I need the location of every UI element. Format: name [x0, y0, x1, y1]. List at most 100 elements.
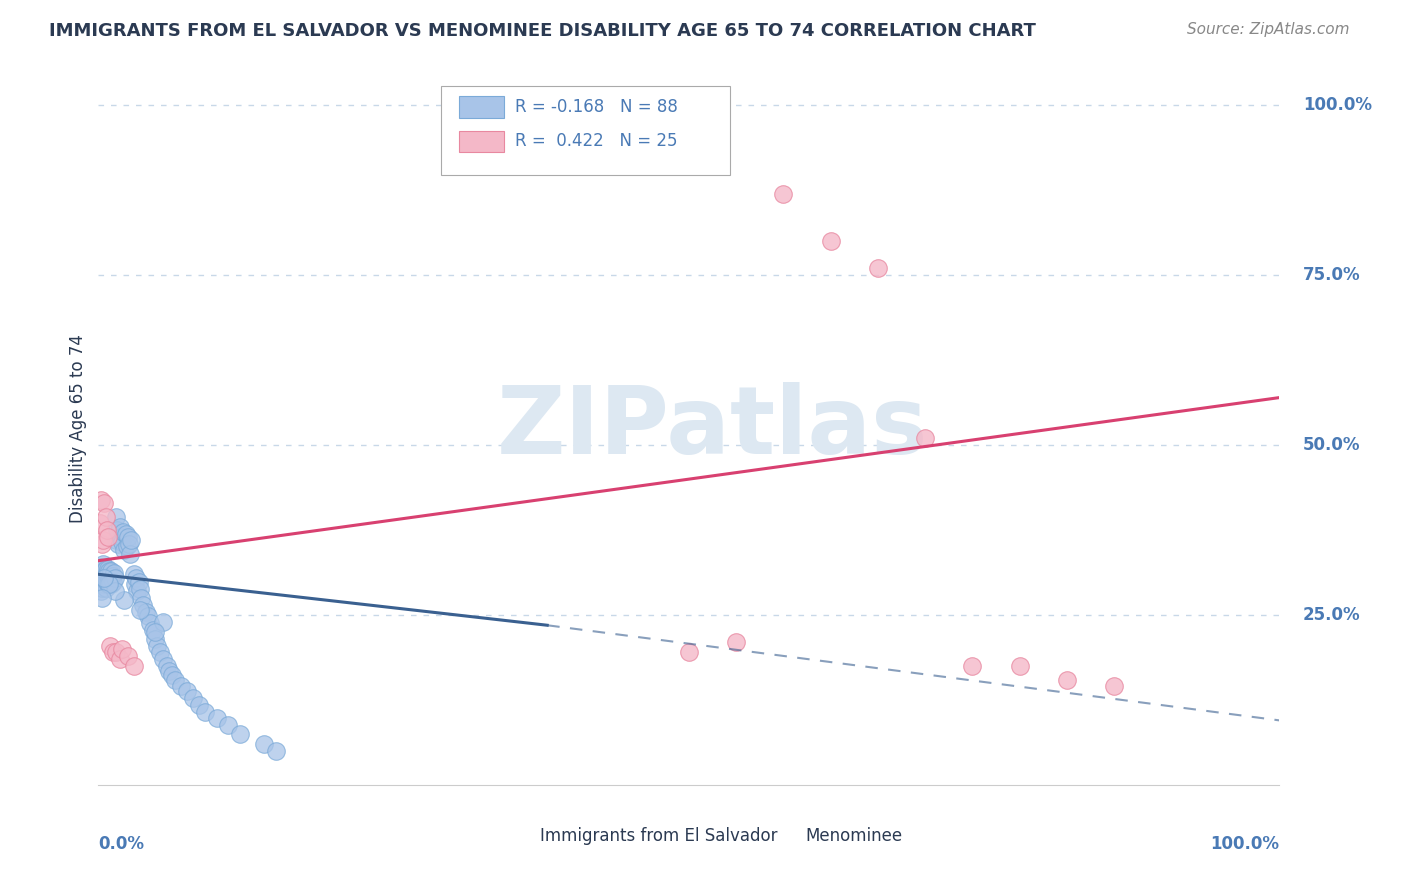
Point [98, 564, 121, 578]
Point [115, 539, 138, 553]
Point [94, 581, 117, 595]
Point [122, 659, 145, 673]
Point [93, 568, 115, 582]
Point [139, 616, 162, 631]
Point [90, 584, 112, 599]
Point [111, 642, 134, 657]
Point [94, 562, 117, 576]
Point [205, 711, 228, 725]
Point [108, 519, 131, 533]
Text: 25.0%: 25.0% [1303, 606, 1361, 624]
Point [146, 639, 169, 653]
Point [91, 566, 114, 580]
Point [125, 571, 148, 585]
Point [93, 496, 115, 510]
Point [108, 652, 131, 666]
Text: ZIPatlas: ZIPatlas [496, 382, 928, 475]
Point [194, 705, 217, 719]
Point [107, 537, 129, 551]
Point [143, 625, 166, 640]
Point [112, 525, 135, 540]
Y-axis label: Disability Age 65 to 74: Disability Age 65 to 74 [69, 334, 87, 523]
Point [1056, 673, 1078, 687]
Point [1102, 680, 1125, 694]
Point [143, 632, 166, 646]
Point [160, 668, 183, 682]
Point [90, 564, 112, 578]
Point [264, 744, 287, 758]
Point [110, 530, 132, 544]
Point [181, 690, 204, 705]
Point [90, 568, 112, 582]
Point [105, 645, 128, 659]
Point [89, 567, 111, 582]
Point [105, 533, 128, 548]
Point [101, 645, 124, 659]
Point [100, 564, 122, 578]
Point [89, 577, 111, 591]
Point [104, 571, 127, 585]
Point [98, 639, 121, 653]
Text: IMMIGRANTS FROM EL SALVADOR VS MENOMINEE DISABILITY AGE 65 TO 74 CORRELATION CHA: IMMIGRANTS FROM EL SALVADOR VS MENOMINEE… [49, 22, 1036, 40]
Point [128, 575, 150, 590]
FancyBboxPatch shape [441, 86, 730, 175]
FancyBboxPatch shape [458, 96, 503, 118]
Point [91, 591, 114, 605]
Point [103, 566, 125, 580]
Point [866, 261, 889, 276]
Point [90, 492, 112, 507]
FancyBboxPatch shape [501, 826, 530, 846]
Point [104, 584, 127, 599]
Point [100, 577, 122, 591]
Point [111, 534, 134, 549]
Point [128, 602, 150, 616]
Point [91, 571, 114, 585]
Point [149, 645, 172, 659]
Point [170, 680, 193, 694]
Point [105, 509, 128, 524]
Point [121, 533, 143, 548]
Point [96, 575, 118, 590]
Point [91, 537, 114, 551]
Point [90, 577, 112, 591]
Text: R = -0.168   N = 88: R = -0.168 N = 88 [516, 98, 678, 116]
Point [124, 577, 146, 591]
Point [122, 567, 145, 582]
Text: Source: ZipAtlas.com: Source: ZipAtlas.com [1187, 22, 1350, 37]
Point [772, 186, 794, 201]
Point [229, 727, 252, 741]
Point [127, 584, 149, 599]
Point [129, 591, 152, 605]
Point [91, 557, 114, 571]
Point [142, 623, 165, 637]
Point [89, 574, 111, 588]
Point [96, 523, 118, 537]
Point [98, 575, 121, 590]
Text: 0.0%: 0.0% [98, 835, 145, 853]
Point [217, 718, 239, 732]
Point [176, 684, 198, 698]
Point [98, 577, 121, 591]
Point [101, 575, 124, 590]
Point [132, 598, 155, 612]
Point [89, 560, 111, 574]
Point [1008, 659, 1031, 673]
Text: Menominee: Menominee [806, 827, 903, 845]
Text: 75.0%: 75.0% [1303, 266, 1361, 285]
Point [89, 516, 111, 531]
Text: 100.0%: 100.0% [1303, 96, 1372, 114]
FancyBboxPatch shape [766, 826, 796, 846]
Text: 100.0%: 100.0% [1211, 835, 1279, 853]
Point [820, 234, 842, 248]
Point [136, 609, 159, 624]
Point [165, 673, 187, 687]
Point [117, 648, 139, 663]
Point [94, 571, 117, 585]
Point [101, 568, 124, 582]
Point [156, 659, 179, 673]
Point [91, 533, 114, 548]
Point [117, 530, 139, 544]
Point [97, 530, 120, 544]
Point [93, 564, 115, 578]
Point [128, 582, 150, 597]
